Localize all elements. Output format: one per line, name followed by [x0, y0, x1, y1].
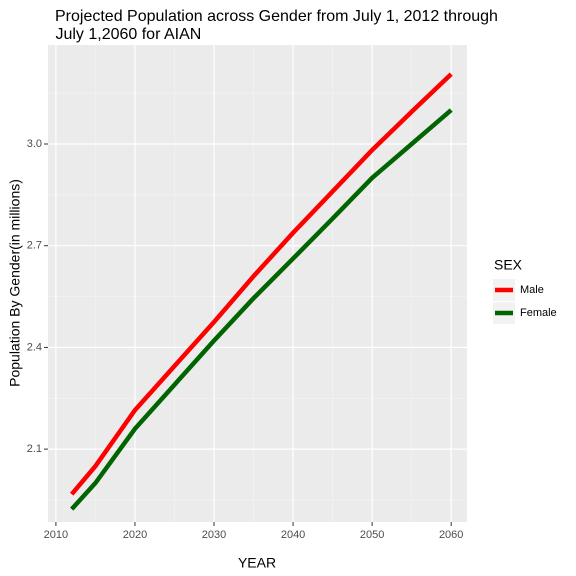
- x-tick-label: 2030: [202, 529, 226, 541]
- legend-label: Male: [520, 284, 544, 296]
- chart-title: July 1,2060 for AIAN: [51, 26, 201, 43]
- x-tick-label: 2060: [439, 529, 463, 541]
- x-tick-label: 2010: [44, 529, 68, 541]
- x-tick-label: 2020: [123, 529, 147, 541]
- legend-title: SEX: [494, 257, 523, 273]
- y-tick-label: 2.7: [27, 240, 42, 252]
- y-tick-label: 2.1: [27, 443, 42, 455]
- y-tick-label: 3.0: [27, 138, 42, 150]
- data-line: [69, 72, 453, 496]
- y-tick-label: 2.4: [27, 341, 42, 353]
- legend-label: Female: [520, 307, 557, 319]
- y-axis-label: Population By Gender(in millions): [7, 179, 23, 387]
- x-tick-label: 2040: [281, 529, 305, 541]
- x-tick-label: 2050: [360, 529, 384, 541]
- x-axis-label: YEAR: [238, 555, 276, 571]
- chart-title: Projected Population across Gender from …: [55, 8, 498, 25]
- data-line: [70, 108, 453, 511]
